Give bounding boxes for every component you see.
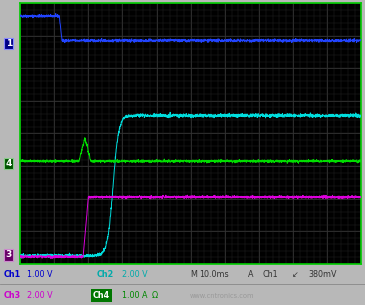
Text: M: M (190, 271, 197, 279)
Text: Ch4: Ch4 (93, 291, 110, 300)
Text: 10.0ms: 10.0ms (199, 271, 228, 279)
Text: Ch2: Ch2 (97, 271, 114, 279)
Text: Ch1: Ch1 (4, 271, 21, 279)
Text: Ch3: Ch3 (4, 291, 21, 300)
Text: Ω: Ω (151, 291, 158, 300)
Text: 4: 4 (5, 159, 12, 168)
Text: 1.00 A: 1.00 A (122, 291, 148, 300)
Text: Ch1: Ch1 (263, 271, 278, 279)
Text: ↙: ↙ (292, 271, 299, 279)
Text: www.cntronics.com: www.cntronics.com (190, 292, 254, 299)
Text: 380mV: 380mV (308, 271, 337, 279)
Text: A: A (248, 271, 254, 279)
Text: 1.00 V: 1.00 V (27, 271, 53, 279)
Text: 2.00 V: 2.00 V (122, 271, 148, 279)
Text: 3: 3 (6, 250, 12, 259)
Text: 2.00 V: 2.00 V (27, 291, 53, 300)
Text: 1: 1 (6, 39, 12, 48)
